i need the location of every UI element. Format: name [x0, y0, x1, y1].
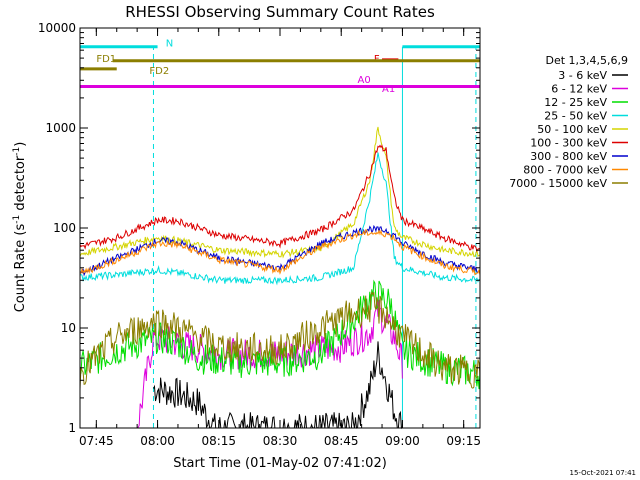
y-tick-label: 1000: [45, 121, 76, 135]
y-tick-label: 1: [68, 421, 76, 435]
legend-label: 100 - 300 keV: [530, 137, 607, 150]
y-tick-label: 10000: [38, 21, 76, 35]
legend-title: Det 1,3,4,5,6,9: [545, 54, 628, 67]
status-flags: NFFD1FD2A0A1: [80, 38, 480, 95]
y-axis-label-end: ): [13, 142, 28, 147]
legend-label: 800 - 7000 keV: [523, 164, 607, 177]
x-tick-label: 07:45: [79, 434, 114, 448]
series-line: [79, 152, 481, 286]
series-line: [79, 126, 481, 259]
vertical-markers: [79, 46, 477, 428]
legend-label: 25 - 50 keV: [544, 110, 607, 123]
legend-label: 3 - 6 keV: [558, 69, 607, 82]
x-tick-label: 08:45: [324, 434, 359, 448]
series-line: [79, 291, 481, 389]
axes: 1 10 100 1000 10000 07:45 08:00 08:15 08:30 08:45…: [38, 21, 481, 448]
legend-label: 6 - 12 keV: [551, 83, 607, 96]
x-tick-label: 09:00: [385, 434, 420, 448]
legend-label: 12 - 25 keV: [544, 96, 607, 109]
x-tick-label: 08:30: [263, 434, 298, 448]
x-tick-label: 08:15: [201, 434, 236, 448]
y-axis-label-sup2: -1: [12, 147, 22, 156]
legend-label: 50 - 100 keV: [537, 123, 607, 136]
series-line: [79, 144, 481, 253]
legend-label: 300 - 800 keV: [530, 150, 607, 163]
x-tick-label: 09:15: [446, 434, 481, 448]
flag-label: FD2: [149, 66, 169, 77]
y-axis-label-sup1: -1: [12, 215, 22, 224]
y-tick-label: 100: [53, 221, 76, 235]
y-tick-label: 10: [61, 321, 76, 335]
timestamp: 15-Oct-2021 07:41: [570, 469, 636, 477]
flag-label: A1: [382, 84, 395, 95]
legend-label: 7000 - 15000 keV: [509, 177, 607, 190]
series-line: [79, 279, 481, 390]
x-tick-label: 08:00: [140, 434, 175, 448]
flag-label: FD1: [96, 54, 116, 65]
series-line: [79, 229, 481, 276]
flag-label: N: [166, 38, 173, 49]
series-lines: [79, 126, 481, 430]
x-axis-label: Start Time (01-May-02 07:41:02): [173, 456, 387, 471]
y-axis-label: Count Rate (s-1 detector-1): [12, 142, 28, 313]
chart-title: RHESSI Observing Summary Count Rates: [125, 3, 435, 21]
series-line: [79, 224, 481, 277]
y-axis-label-main: Count Rate (s: [13, 224, 28, 313]
flag-label: A0: [358, 75, 371, 86]
y-axis-label-mid: detector: [13, 155, 28, 215]
